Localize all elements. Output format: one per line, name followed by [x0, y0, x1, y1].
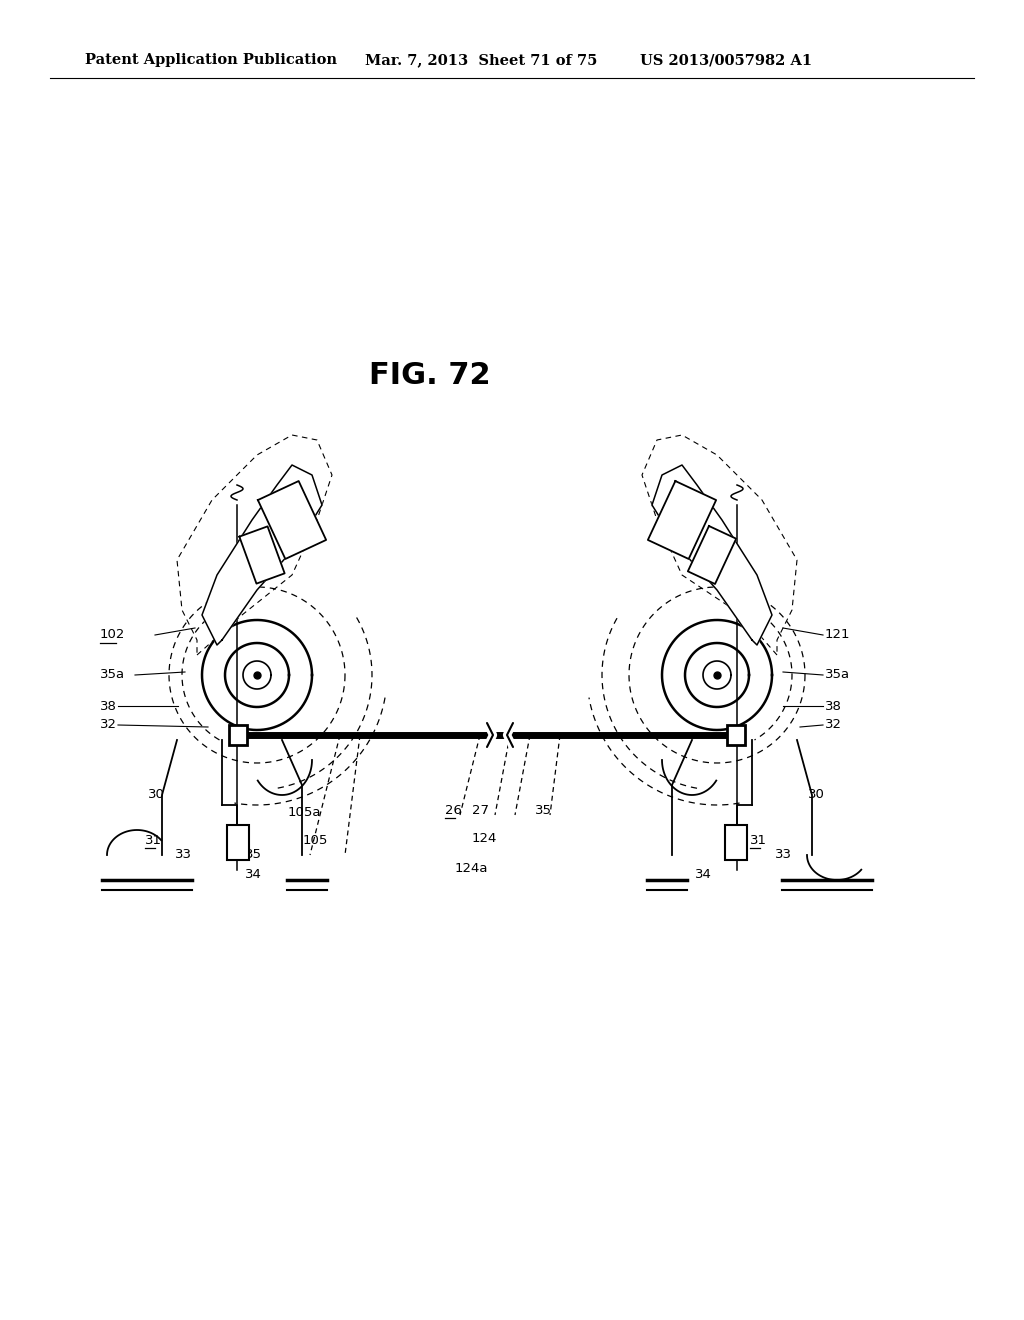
Polygon shape	[652, 465, 772, 645]
Text: 32: 32	[100, 718, 117, 731]
Text: 124: 124	[472, 832, 498, 845]
Text: 33: 33	[775, 849, 792, 862]
Text: FIG. 72: FIG. 72	[370, 360, 490, 389]
Text: Mar. 7, 2013  Sheet 71 of 75: Mar. 7, 2013 Sheet 71 of 75	[365, 53, 597, 67]
Text: 105a: 105a	[288, 807, 322, 820]
Text: 30: 30	[808, 788, 825, 801]
Polygon shape	[648, 480, 716, 558]
Text: 38: 38	[825, 700, 842, 713]
Text: 31: 31	[750, 833, 767, 846]
Text: 124a: 124a	[455, 862, 488, 874]
Text: 35: 35	[245, 849, 262, 862]
Bar	[727, 725, 745, 744]
Text: 34: 34	[695, 869, 712, 882]
Text: 31: 31	[145, 833, 162, 846]
Text: 105: 105	[303, 833, 329, 846]
Text: 35a: 35a	[100, 668, 125, 681]
Text: 102: 102	[100, 628, 125, 642]
Text: 32: 32	[825, 718, 842, 731]
Text: Patent Application Publication: Patent Application Publication	[85, 53, 337, 67]
Bar	[229, 725, 247, 744]
Text: 30: 30	[148, 788, 165, 801]
Text: 27: 27	[472, 804, 489, 817]
Text: 26: 26	[445, 804, 462, 817]
Text: 121: 121	[825, 628, 851, 642]
Text: 33: 33	[175, 849, 193, 862]
Polygon shape	[202, 465, 322, 645]
Text: 35a: 35a	[825, 668, 850, 681]
Text: 34: 34	[245, 869, 262, 882]
Text: 35: 35	[535, 804, 552, 817]
Text: US 2013/0057982 A1: US 2013/0057982 A1	[640, 53, 812, 67]
Polygon shape	[688, 525, 736, 583]
Bar	[725, 825, 746, 861]
Polygon shape	[240, 527, 285, 583]
Polygon shape	[258, 480, 326, 558]
Bar	[227, 825, 249, 861]
Text: 38: 38	[100, 700, 117, 713]
